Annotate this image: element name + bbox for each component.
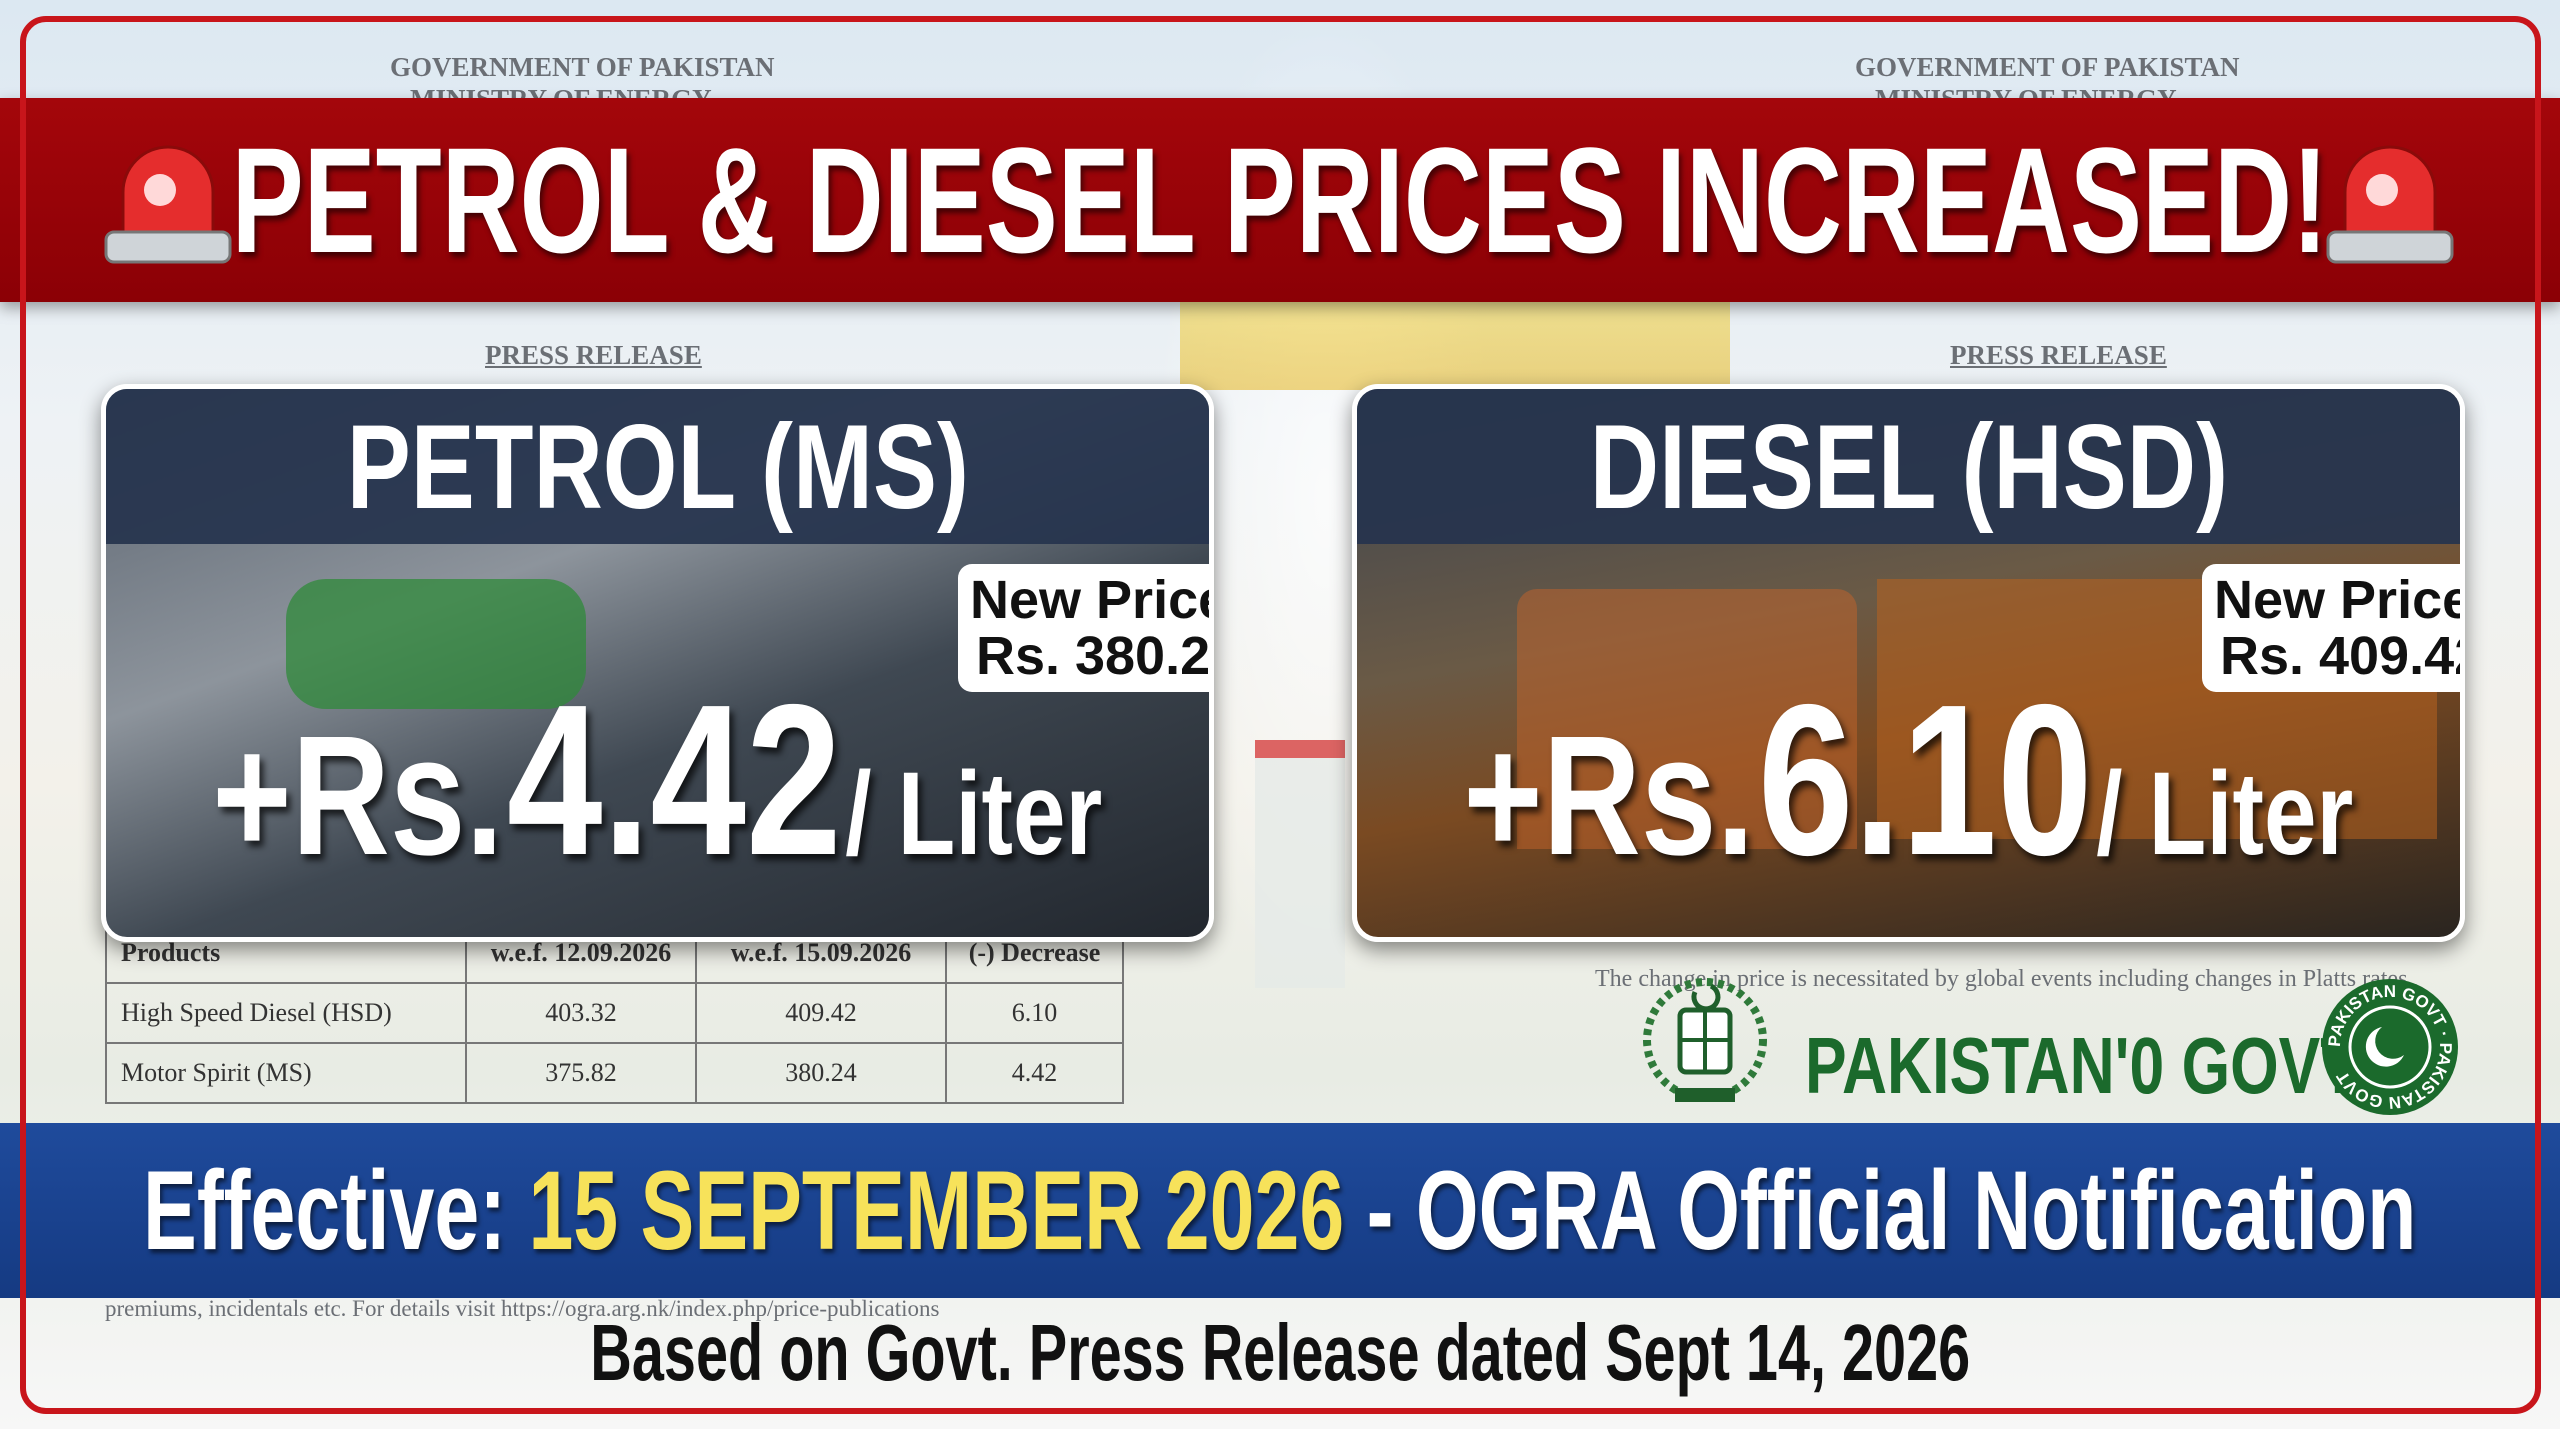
effective-date: 15 SEPTEMBER 2026	[528, 1148, 1345, 1273]
top-banner	[0, 98, 2560, 302]
table-cell: 375.82	[465, 1042, 697, 1104]
doc-section: PRESS RELEASE	[485, 340, 702, 370]
new-price-box: New Price: Rs. 380.24	[958, 564, 1214, 692]
increase-group: +Rs. 6.10 / Liter	[1464, 656, 2354, 904]
increase-group: +Rs. 4.42 / Liter	[213, 656, 1103, 904]
increase-line: +Rs. 4.42 / Liter	[106, 644, 1209, 904]
table-cell: 380.24	[695, 1042, 947, 1104]
card-header: PETROL (MS)	[106, 389, 1209, 544]
station-pump	[1255, 740, 1345, 988]
doc-section: PRESS RELEASE	[1950, 340, 2167, 370]
card-title: PETROL (MS)	[346, 399, 969, 534]
banner-title-wrap: PETROL & DIESEL PRICES INCREASED!	[0, 98, 2560, 302]
station-canopy	[1180, 300, 1730, 390]
card-header: DIESEL (HSD)	[1357, 389, 2460, 544]
footer-wrap: Based on Govt. Press Release dated Sept …	[0, 1305, 2560, 1400]
effective-line: Effective: 15 SEPTEMBER 2026 - OGRA Offi…	[143, 1146, 2416, 1275]
petrol-card: PETROL (MS) New Price: Rs. 380.24 +Rs. 4…	[101, 384, 1214, 942]
table-cell: 409.42	[695, 982, 947, 1044]
effective-source: - OGRA Official Notification	[1366, 1148, 2417, 1273]
effective-label: Effective:	[143, 1148, 507, 1273]
banner-title: PETROL & DIESEL PRICES INCREASED!	[231, 115, 2329, 284]
outer-frame	[20, 16, 2541, 1414]
doc-note: premiums, incidentals etc. For details v…	[105, 1296, 940, 1321]
siren-icon	[104, 145, 232, 264]
doc-header: GOVERNMENT OF PAKISTAN	[1855, 52, 2240, 82]
increase-unit: / Liter	[845, 748, 1103, 880]
increase-prefix: +Rs.	[212, 701, 504, 891]
siren-icon	[2326, 145, 2454, 264]
effective-band: Effective: 15 SEPTEMBER 2026 - OGRA Offi…	[0, 1123, 2560, 1298]
table-row: Motor Spirit (MS) 375.82 380.24 4.42	[105, 1042, 1124, 1104]
table-cell: 4.42	[945, 1042, 1124, 1104]
table-cell: High Speed Diesel (HSD)	[105, 982, 467, 1044]
increase-amount: 4.42	[507, 659, 842, 900]
increase-unit: / Liter	[2096, 748, 2354, 880]
table-cell: 6.10	[945, 982, 1124, 1044]
logo-text: PAKISTAN'0 GOVT.	[1805, 1021, 2369, 1110]
card-photo	[286, 579, 586, 709]
card-title: DIESEL (HSD)	[1589, 399, 2228, 534]
emblem	[1643, 978, 1767, 1102]
doc-header: GOVERNMENT OF PAKISTAN	[390, 52, 775, 82]
increase-amount: 6.10	[1758, 659, 2093, 900]
new-price-label: New Price:	[970, 570, 1209, 630]
table-cell: 403.32	[465, 982, 697, 1044]
new-price: Rs. 380.24	[975, 626, 1214, 686]
new-price-box: New Price: Rs. 409.42	[2202, 564, 2465, 692]
table-cell: Motor Spirit (MS)	[105, 1042, 467, 1104]
new-price: Rs. 409.42	[2219, 626, 2465, 686]
card-photo	[1517, 589, 1857, 849]
footer-text: Based on Govt. Press Release dated Sept …	[590, 1307, 1970, 1397]
new-price-label: New Price:	[2214, 570, 2465, 630]
table-row: High Speed Diesel (HSD) 403.32 409.42 6.…	[105, 982, 1124, 1044]
diesel-card: DIESEL (HSD) New Price: Rs. 409.42 +Rs. …	[1352, 384, 2465, 942]
increase-prefix: +Rs.	[1463, 701, 1755, 891]
increase-line: +Rs. 6.10 / Liter	[1357, 644, 2460, 904]
seal: PAKISTAN GOVT · PAKISTAN GOVT	[2322, 979, 2458, 1115]
